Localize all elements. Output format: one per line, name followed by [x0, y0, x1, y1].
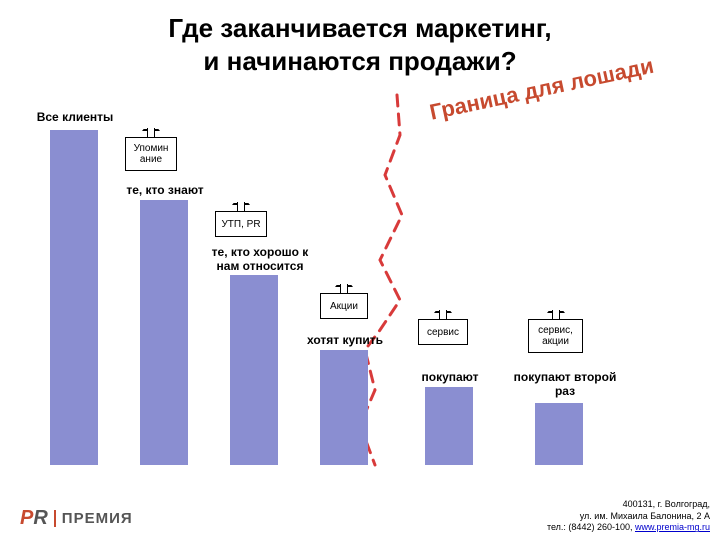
footer-line-1: 400131, г. Волгоград,: [547, 499, 710, 511]
bar-2: [230, 275, 278, 465]
bar-4: [425, 387, 473, 465]
footer-line-2: ул. им. Михаила Балонина, 2 А: [547, 511, 710, 523]
logo-pr: PR: [20, 507, 48, 530]
arrow-stem-1: [237, 202, 245, 211]
bar-label-0: Все клиенты: [25, 110, 125, 124]
bar-5: [535, 403, 583, 465]
bar-label-3: хотят купить: [290, 333, 400, 347]
chart-area: Все клиентыте, кто знаютте, кто хорошо к…: [30, 95, 690, 465]
arrow-box-1: УТП, PR: [215, 211, 267, 237]
logo-text: ПРЕМИЯ: [54, 510, 133, 527]
arrow-box-0: Упоминание: [125, 137, 177, 171]
logo: PR ПРЕМИЯ: [20, 507, 133, 530]
logo-p: P: [20, 507, 33, 529]
arrow-box-2: Акции: [320, 293, 368, 319]
arrow-stem-3: [439, 310, 447, 319]
bar-0: [50, 130, 98, 465]
arrow-box-3: сервис: [418, 319, 468, 345]
arrow-stem-2: [340, 284, 348, 293]
footer-link[interactable]: www.premia-mg.ru: [635, 522, 710, 532]
logo-r: R: [33, 507, 47, 529]
bar-label-4: покупают: [400, 370, 500, 384]
bar-1: [140, 200, 188, 465]
bar-label-5: покупают второйраз: [500, 370, 630, 398]
title-line-2: и начинаются продажи?: [203, 46, 516, 76]
footer-line-3: тел.: (8442) 260-100, www.premia-mg.ru: [547, 522, 710, 534]
arrow-stem-4: [552, 310, 560, 319]
arrow-stem-0: [147, 128, 155, 137]
bar-label-2: те, кто хорошо кнам относится: [195, 245, 325, 273]
bar-label-1: те, кто знают: [110, 183, 220, 197]
footer: 400131, г. Волгоград, ул. им. Михаила Ба…: [547, 499, 710, 534]
title-line-1: Где заканчивается маркетинг,: [168, 13, 551, 43]
arrow-box-4: сервис,акции: [528, 319, 583, 353]
bar-3: [320, 350, 368, 465]
